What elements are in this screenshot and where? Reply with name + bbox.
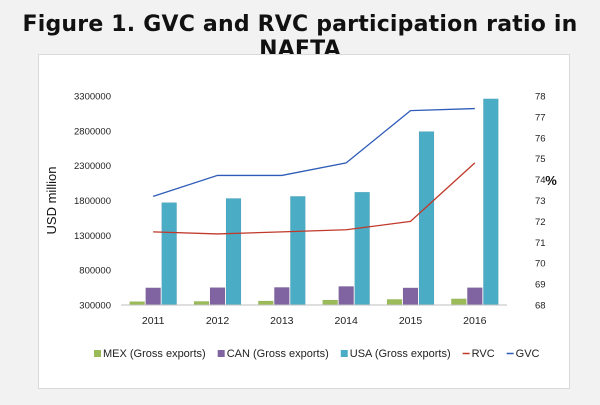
legend-label-can: CAN (Gross exports) — [227, 348, 329, 360]
y-tick-label: 3300000 — [74, 92, 111, 103]
bar-usa — [418, 131, 435, 306]
y2-tick-label: 68 — [535, 301, 546, 312]
bar-can — [274, 287, 290, 306]
bar-usa — [354, 191, 370, 306]
legend-swatch-can — [217, 350, 225, 357]
legend-label-rvc: RVC — [472, 348, 495, 360]
y2-tick-label: 75 — [535, 154, 546, 165]
y2-axis-title: % — [545, 173, 557, 188]
x-tick-label: 2013 — [270, 315, 294, 327]
y-tick-label: 2800000 — [74, 126, 111, 137]
figure-title: Figure 1. GVC and RVC participation rati… — [22, 12, 578, 62]
y-tick-label: 800000 — [79, 266, 111, 277]
legend-label-mex: MEX (Gross exports) — [103, 348, 206, 360]
y-tick-label: 1800000 — [74, 196, 111, 207]
y2-tick-label: 70 — [535, 259, 546, 270]
y2-tick-label: 74 — [535, 175, 546, 186]
bar-mex — [451, 298, 467, 306]
bar-mex — [386, 299, 403, 306]
y2-tick-label: 78 — [535, 92, 546, 103]
bar-mex — [322, 299, 338, 306]
legend-swatch-mex — [94, 350, 101, 357]
legend-label-gvc: GVC — [516, 348, 540, 360]
bar-usa — [161, 202, 177, 306]
y2-tick-label: 73 — [535, 196, 546, 207]
x-tick-label: 2016 — [463, 315, 487, 327]
x-tick-label: 2014 — [334, 315, 358, 327]
bar-can — [145, 287, 161, 306]
x-tick-label: 2015 — [399, 315, 423, 327]
bar-mex — [258, 300, 274, 306]
chart-svg: 300000 800000 1300000 1800000 2300000 2800000… — [44, 92, 557, 361]
y-tick-label: 1300000 — [74, 231, 111, 242]
y-tick-label: 2300000 — [74, 161, 111, 172]
chart-area: 300000 800000 1300000 1800000 2300000 2800000… — [38, 54, 570, 389]
x-tick-label: 2011 — [142, 315, 165, 327]
legend-swatch-usa — [340, 350, 348, 357]
bar-can — [402, 287, 419, 306]
legend-label-usa: USA (Gross exports) — [350, 348, 451, 360]
bar-mex — [193, 301, 210, 306]
bar-can — [338, 286, 354, 306]
y2-tick-label: 76 — [535, 133, 546, 144]
bar-usa — [225, 198, 242, 306]
bar-can — [209, 287, 226, 306]
y-axis-title: USD million — [44, 167, 59, 235]
bar-usa — [483, 98, 499, 306]
bar-mex — [129, 301, 145, 306]
x-tick-label: 2012 — [206, 315, 230, 327]
y2-tick-label: 71 — [535, 238, 546, 249]
y2-tick-label: 72 — [535, 217, 546, 228]
bar-usa — [290, 196, 306, 306]
line-rvc — [153, 162, 476, 235]
y-tick-label: 300000 — [79, 301, 111, 312]
y2-tick-label: 77 — [535, 112, 546, 123]
y2-tick-label: 69 — [535, 280, 546, 291]
bar-can — [467, 287, 483, 306]
line-gvc — [152, 107, 475, 197]
